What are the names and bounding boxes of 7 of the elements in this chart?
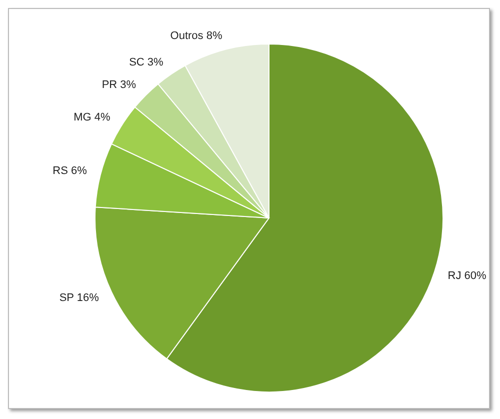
slice-label: SP 16% bbox=[59, 292, 100, 304]
slice-label: Outros 8% bbox=[170, 30, 222, 42]
slice-label: MG 4% bbox=[74, 111, 110, 124]
slice-label: RS 6% bbox=[52, 165, 88, 178]
slice-label: SC 3% bbox=[129, 56, 164, 69]
slice-label: PR 3% bbox=[102, 79, 136, 92]
slice-label: RJ 60% bbox=[448, 270, 487, 282]
